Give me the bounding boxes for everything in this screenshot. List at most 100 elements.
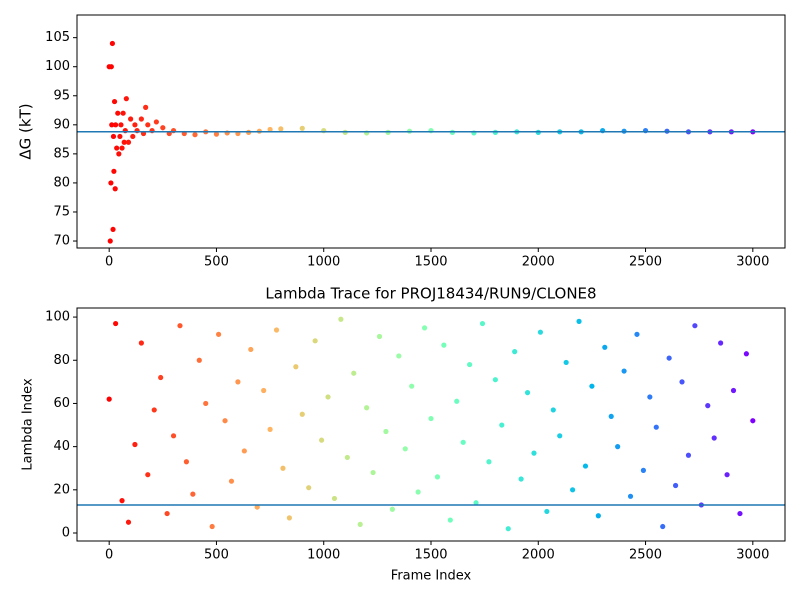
data-point bbox=[145, 122, 151, 128]
data-point bbox=[421, 325, 428, 331]
data-point bbox=[117, 133, 123, 140]
data-point bbox=[261, 387, 267, 394]
data-point bbox=[672, 482, 679, 489]
data-point bbox=[125, 519, 132, 525]
data-point bbox=[306, 485, 312, 491]
data-point bbox=[110, 226, 116, 233]
data-point bbox=[389, 506, 395, 512]
data-point bbox=[280, 465, 286, 471]
data-point bbox=[325, 394, 331, 400]
data-point bbox=[192, 132, 198, 138]
y-tick-label: 100 bbox=[45, 310, 70, 325]
data-point bbox=[512, 349, 518, 355]
x-tick-label: 500 bbox=[204, 548, 229, 563]
data-point bbox=[679, 379, 685, 385]
data-point bbox=[582, 463, 589, 469]
data-point bbox=[570, 487, 576, 493]
data-point bbox=[383, 428, 389, 435]
data-point bbox=[524, 390, 531, 396]
data-point bbox=[138, 340, 144, 346]
data-point bbox=[608, 413, 614, 420]
data-point bbox=[312, 338, 318, 344]
data-point bbox=[293, 364, 299, 370]
data-point bbox=[537, 329, 544, 335]
data-point bbox=[685, 452, 692, 458]
y-tick-label: 90 bbox=[53, 117, 70, 132]
y-axis-label: Lambda Index bbox=[21, 378, 36, 471]
data-point bbox=[121, 139, 127, 145]
data-point bbox=[130, 133, 136, 140]
data-point bbox=[108, 64, 114, 70]
data-point bbox=[183, 459, 190, 465]
data-point bbox=[711, 435, 717, 441]
data-point bbox=[318, 437, 325, 443]
data-point bbox=[143, 104, 149, 110]
x-tick-label: 500 bbox=[204, 255, 229, 270]
y-tick-label: 100 bbox=[45, 59, 70, 74]
data-point bbox=[203, 400, 209, 407]
data-point bbox=[550, 407, 556, 413]
data-point bbox=[338, 316, 344, 322]
data-point bbox=[447, 517, 453, 523]
chart-title: Lambda Trace for PROJ18434/RUN9/CLONE8 bbox=[265, 285, 596, 303]
data-point bbox=[737, 510, 743, 517]
x-tick-label: 2500 bbox=[629, 255, 662, 270]
data-point bbox=[108, 180, 114, 186]
data-point bbox=[116, 151, 122, 157]
data-point bbox=[216, 331, 222, 337]
data-point bbox=[576, 318, 582, 324]
data-point bbox=[750, 418, 756, 424]
data-point bbox=[273, 327, 280, 333]
x-tick-label: 1500 bbox=[414, 548, 447, 563]
data-point bbox=[151, 407, 157, 413]
data-point bbox=[602, 344, 608, 350]
data-point bbox=[505, 526, 511, 532]
x-tick-label: 1000 bbox=[307, 548, 340, 563]
data-point bbox=[653, 424, 659, 430]
data-point bbox=[415, 489, 421, 495]
y-tick-label: 75 bbox=[53, 204, 70, 219]
data-point bbox=[692, 323, 698, 329]
data-point bbox=[634, 331, 640, 337]
data-point bbox=[153, 119, 159, 125]
data-point bbox=[177, 323, 183, 329]
data-point bbox=[621, 368, 627, 374]
data-point bbox=[492, 377, 498, 383]
y-tick-label: 40 bbox=[53, 439, 70, 454]
data-point bbox=[109, 122, 115, 128]
data-point bbox=[660, 523, 666, 530]
data-point bbox=[115, 110, 121, 116]
data-point bbox=[109, 40, 115, 47]
data-point bbox=[190, 491, 196, 497]
data-point bbox=[145, 472, 151, 478]
x-tick-label: 3000 bbox=[736, 548, 769, 563]
y-tick-label: 0 bbox=[62, 526, 70, 541]
data-point bbox=[128, 116, 134, 122]
data-point bbox=[299, 125, 305, 131]
data-point bbox=[267, 426, 273, 432]
data-point bbox=[125, 139, 132, 145]
data-point bbox=[120, 110, 126, 116]
data-point bbox=[615, 444, 621, 450]
data-point bbox=[132, 441, 138, 448]
data-point bbox=[222, 418, 228, 424]
x-tick-label: 2000 bbox=[522, 255, 555, 270]
data-point bbox=[460, 439, 466, 445]
y-tick-label: 85 bbox=[53, 146, 70, 161]
data-point bbox=[235, 379, 241, 385]
data-point bbox=[499, 422, 505, 428]
data-point bbox=[114, 145, 120, 151]
data-point bbox=[286, 515, 292, 521]
data-point bbox=[666, 355, 672, 361]
data-point bbox=[364, 405, 370, 411]
x-tick-label: 0 bbox=[105, 548, 113, 563]
data-point bbox=[376, 333, 383, 340]
x-tick-label: 2000 bbox=[522, 548, 555, 563]
data-point bbox=[213, 131, 220, 137]
data-point bbox=[640, 467, 647, 473]
data-point bbox=[557, 433, 563, 439]
x-axis-label: Frame Index bbox=[391, 569, 472, 584]
data-point bbox=[357, 521, 363, 527]
data-point bbox=[196, 357, 202, 363]
data-point bbox=[531, 450, 537, 456]
